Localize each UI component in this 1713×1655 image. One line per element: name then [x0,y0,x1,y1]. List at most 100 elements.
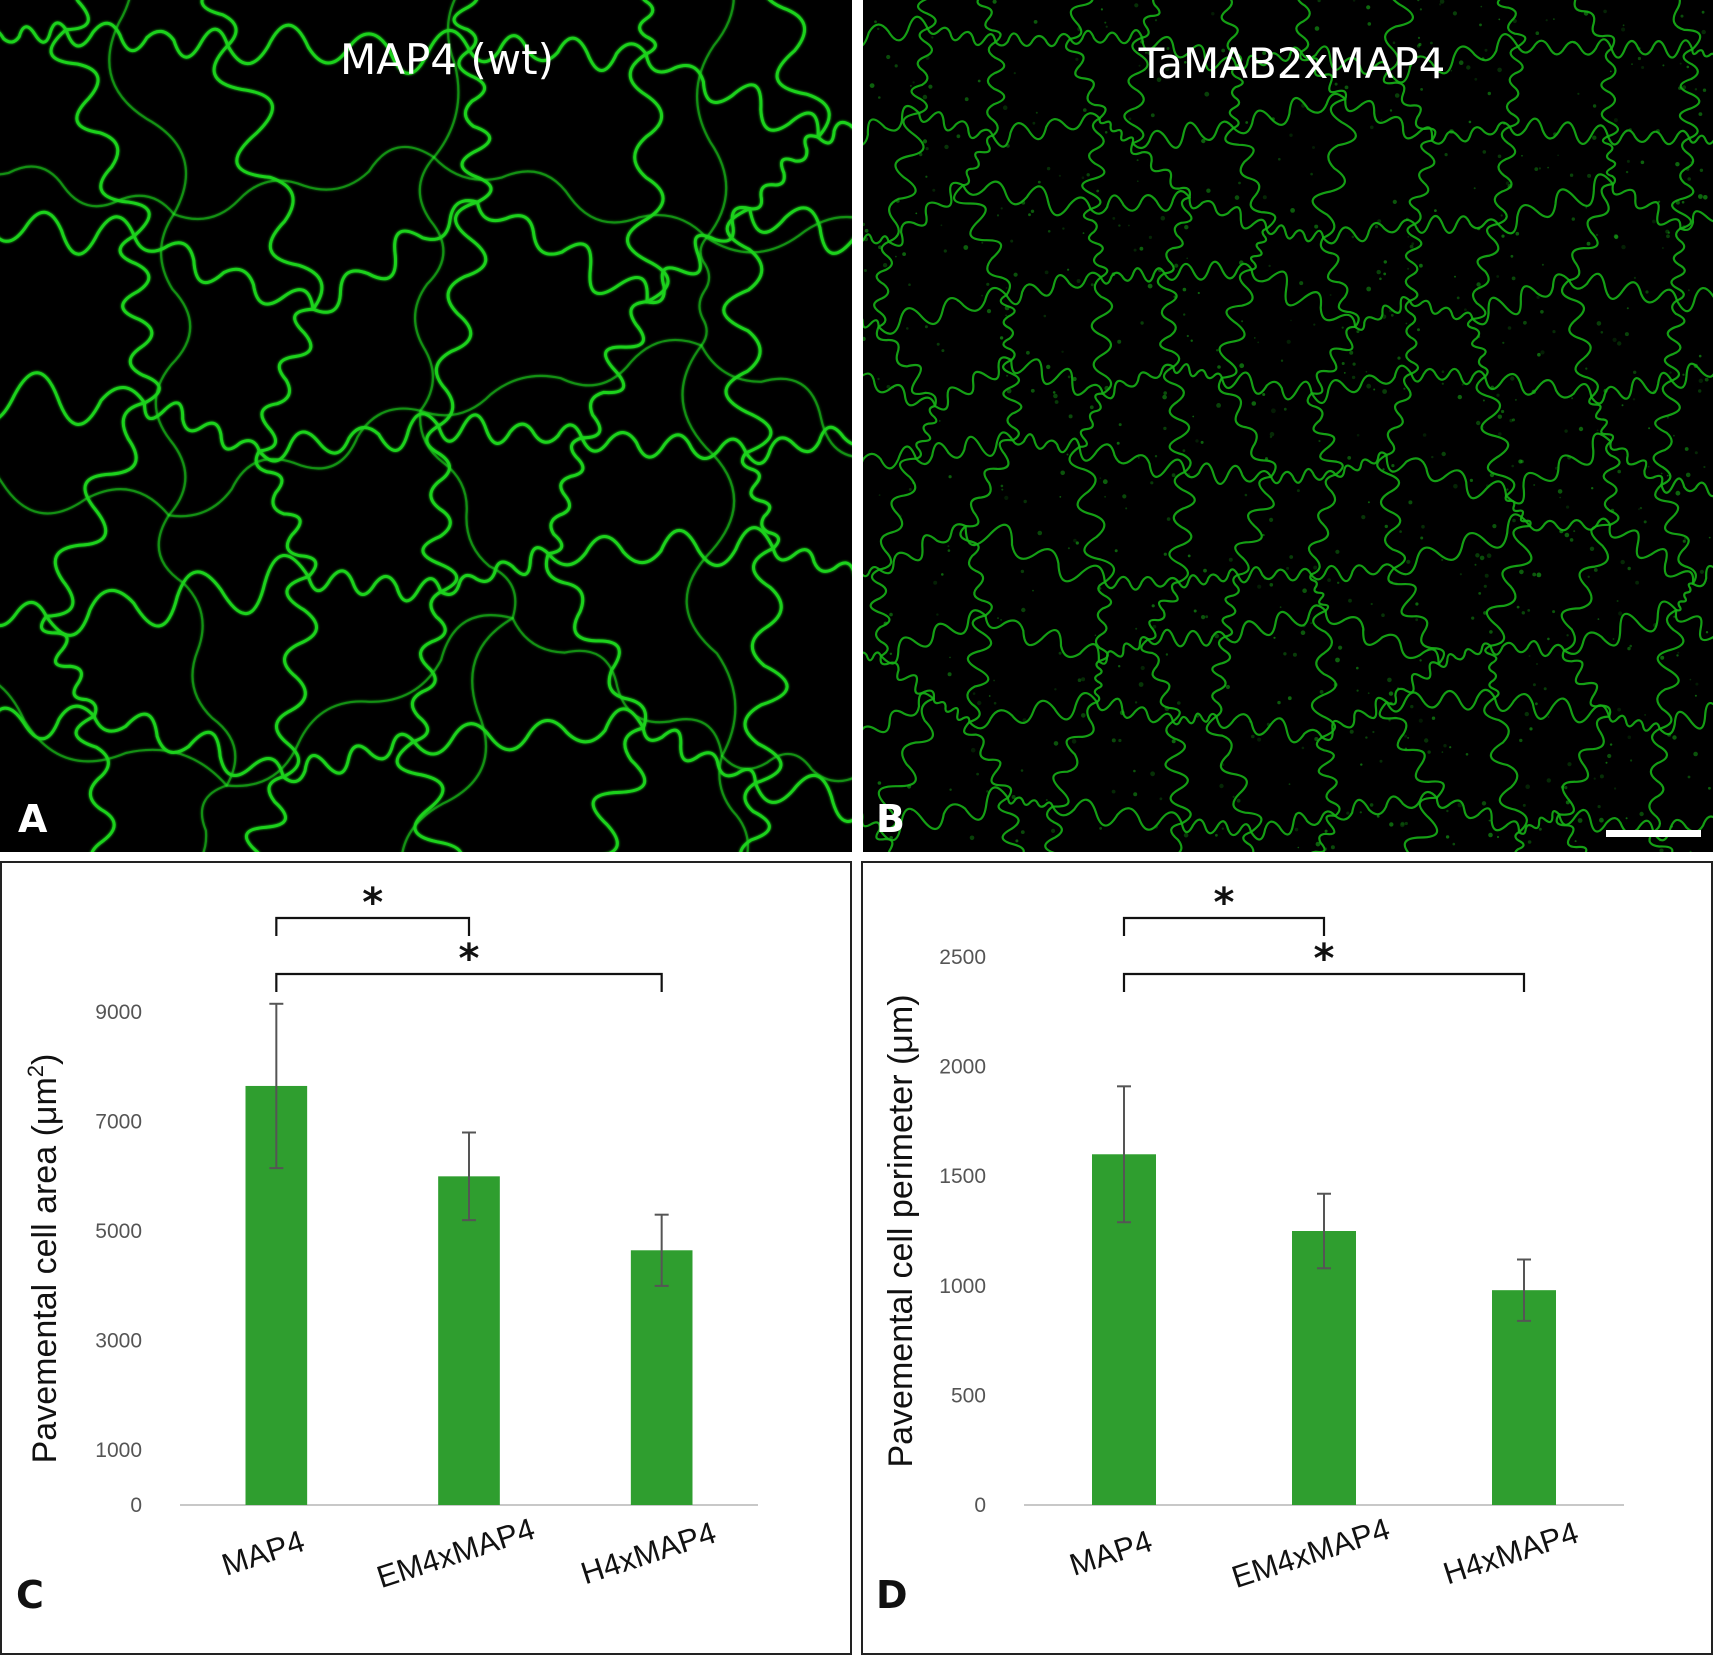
speckle [1624,332,1629,337]
cell-wall [976,0,1002,44]
cell-wall [1217,376,1277,478]
cell-wall [1413,214,1500,234]
cell-wall [1211,635,1232,718]
cell-wall [1082,208,1109,279]
cell-wall [918,111,994,140]
cell-wall [1130,142,1192,199]
speckle [1217,365,1221,369]
speckle [1481,801,1487,806]
cell-wall [1163,196,1193,275]
cell-wall [722,207,773,455]
perimeter-chart-significance-star: * [1214,880,1235,926]
speckle [1177,701,1181,705]
speckle [1011,795,1016,799]
speckle [1338,645,1343,650]
speckle [1232,795,1235,799]
cell-wall [0,210,136,256]
cell-wall [695,0,735,239]
speckle [936,613,939,616]
speckle [1216,349,1219,352]
speckle [1543,687,1547,691]
speckle [1359,811,1362,814]
speckle [1150,771,1155,777]
perimeter-chart-y-axis-label-text: Pavemental cell perimeter (μm) [882,994,920,1467]
speckle [908,283,911,287]
cell-wall [875,828,894,852]
cell-wall [281,732,416,784]
cell-wall [1103,575,1180,591]
cell-wall [1011,433,1081,454]
speckle [1269,583,1274,587]
speckle [1687,289,1690,292]
speckle [878,494,881,496]
speckle [1054,688,1057,691]
speckle [1145,51,1147,54]
speckle [1382,468,1385,471]
cell-wall [1090,276,1114,395]
speckle [1637,56,1641,61]
speckle [1643,520,1647,524]
speckle [1269,435,1273,439]
cell-wall [743,546,789,785]
area-chart-y-axis-label-superscript: 2 [23,1065,48,1077]
speckle [1705,631,1709,634]
speckle [1148,67,1153,71]
cell-wall [1099,267,1166,285]
cell-wall [1310,814,1337,852]
speckle [1356,666,1359,670]
speckle [1592,135,1597,140]
speckle [1265,457,1268,461]
speckle [1441,370,1445,374]
speckle [932,188,936,192]
cell-wall [1652,379,1681,486]
cell-wall [432,156,708,239]
speckle [1662,64,1665,67]
speckle [1133,769,1136,773]
speckle [988,695,991,697]
speckle [1183,832,1189,838]
cell-wall [44,401,146,618]
speckle [1682,539,1686,543]
cell-wall [877,697,935,831]
speckle [1666,474,1669,477]
speckle [1638,508,1640,511]
panel-b: TaMAB2xMAP4 B [863,0,1713,852]
speckle [1020,830,1025,834]
speckle [1557,154,1559,157]
speckle [1507,326,1512,330]
cell-wall [1404,223,1423,302]
speckle [1283,407,1287,411]
cell-wall [580,431,748,460]
speckle [1154,455,1158,458]
cell-wall [748,134,820,211]
perimeter-chart-significance-bracket [1122,972,1526,992]
speckle [1703,195,1708,200]
speckle [1501,234,1505,238]
speckle [1496,393,1500,397]
speckle [1054,400,1059,404]
cell-wall [1385,453,1508,500]
speckle [1302,588,1307,593]
speckle [1596,321,1602,326]
speckle [1547,716,1550,718]
speckle [1197,291,1200,295]
speckle [1614,787,1617,790]
cell-wall [1183,462,1273,486]
cell-wall [1220,0,1243,68]
speckle [877,781,882,785]
cell-wall [863,813,881,831]
cell-wall [1163,260,1253,281]
speckle [1403,387,1406,390]
speckle [1030,388,1035,393]
speckle [972,692,976,695]
area-chart-error-bar [462,1131,476,1222]
speckle [1310,622,1313,624]
speckle [1627,646,1631,651]
cell-wall [1123,36,1149,145]
speckle [1000,207,1003,210]
speckle [1694,88,1698,91]
speckle [1374,225,1379,229]
speckle [1419,8,1422,11]
cell-wall [1392,513,1531,576]
